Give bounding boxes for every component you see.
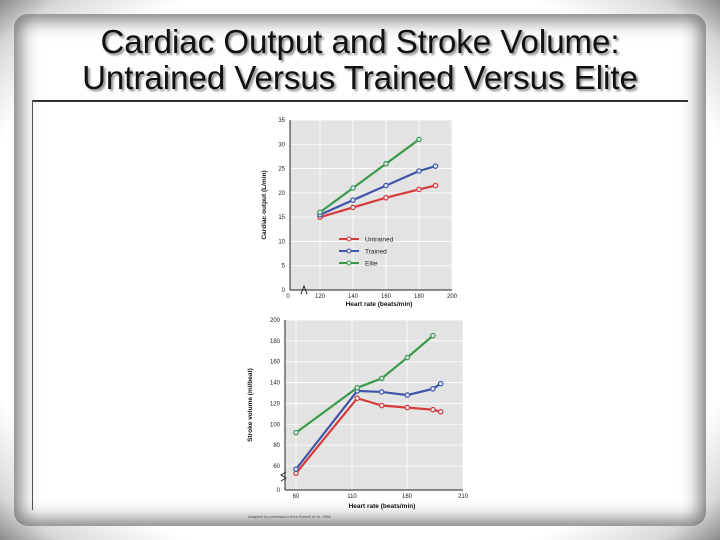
- y-tick-label: 10: [278, 239, 285, 245]
- plot-area: [290, 120, 452, 290]
- data-point-untrained: [432, 182, 439, 189]
- x-tick-label: 210: [458, 494, 469, 500]
- y-tick-label: 60: [273, 464, 280, 470]
- title-line-1: Cardiac Output and Stroke Volume:: [100, 23, 620, 60]
- data-point-elite: [416, 136, 422, 143]
- x-tick-label: 160: [402, 494, 413, 500]
- data-point-untrained: [430, 406, 436, 413]
- data-point-elite: [350, 185, 356, 191]
- series-line-elite: [319, 138, 420, 214]
- y-tick-label: 25: [278, 167, 285, 173]
- y-tick-label: 35: [278, 118, 285, 124]
- legend-marker-untrained: [346, 236, 352, 242]
- data-point-elite: [317, 209, 323, 216]
- data-point-trained: [350, 197, 356, 203]
- y-tick-label: 0: [282, 288, 286, 294]
- data-point-untrained: [378, 402, 385, 409]
- data-point-untrained: [416, 186, 422, 193]
- data-point-untrained: [383, 194, 389, 201]
- data-point-elite: [293, 429, 299, 436]
- data-point-elite: [378, 375, 385, 382]
- data-point-elite: [430, 332, 436, 339]
- data-point-trained: [404, 392, 411, 398]
- data-point-trained: [383, 182, 389, 189]
- data-point-trained: [416, 168, 422, 174]
- x-tick-label: 60: [293, 494, 300, 500]
- data-point-untrained: [350, 204, 356, 211]
- chart-legend: Untrained Trained Elite: [339, 236, 394, 267]
- y-tick-label: 100: [270, 422, 281, 428]
- axis-break-marker: [300, 284, 308, 295]
- y-axis-label: Stroke volume (ml/beat): [247, 368, 254, 442]
- y-tick-label: 140: [270, 381, 281, 387]
- x-axis-label: Heart rate (beats/min): [346, 301, 413, 308]
- data-point-trained: [293, 466, 299, 472]
- x-axis-label: Heart rate (beats/min): [349, 503, 416, 510]
- x-tick-label: 120: [315, 294, 326, 300]
- x-tick-label: 0: [286, 294, 290, 300]
- chart-2: 0 60 80 100 120 140 160 180 200 60 110 160 210 Heart …: [247, 318, 469, 510]
- title-divider: [32, 100, 688, 102]
- legend-label-trained: Trained: [365, 248, 387, 255]
- y-tick-label: 5: [282, 264, 286, 270]
- data-point-trained: [430, 386, 436, 392]
- legend-marker-elite: [346, 260, 352, 266]
- y-tick-label: 160: [270, 360, 281, 366]
- data-point-elite: [354, 384, 361, 391]
- legend-label-untrained: Untrained: [365, 236, 394, 243]
- title-line-2: Untrained Versus Trained Versus Elite: [82, 59, 638, 96]
- y-tick-label: 20: [278, 191, 285, 197]
- legend-marker-trained: [346, 248, 352, 254]
- data-point-trained: [437, 380, 444, 387]
- data-point-untrained: [404, 404, 411, 411]
- chart-1: 0 5 10 15 20 25 30 35 0 120 140 160 180 200 Heart rate…: [261, 118, 458, 308]
- x-tick-label: 110: [347, 494, 357, 500]
- data-point-trained: [432, 163, 439, 169]
- data-point-elite: [404, 354, 411, 361]
- data-point-untrained: [354, 395, 361, 402]
- x-tick-label: 180: [414, 294, 425, 300]
- y-tick-label: 0: [277, 488, 281, 494]
- slide-title: Cardiac Output and Stroke Volume: Untrai…: [20, 24, 700, 96]
- y-tick-label: 180: [270, 339, 281, 345]
- x-tick-label: 200: [447, 294, 458, 300]
- x-tick-label: 140: [348, 294, 359, 300]
- y-tick-label: 15: [278, 215, 285, 221]
- y-axis-label: Cardiac output (L/min): [261, 170, 268, 239]
- plot-area: [285, 320, 463, 490]
- axis-break-marker: [280, 471, 287, 482]
- left-divider: [32, 100, 33, 510]
- y-tick-label: 120: [270, 401, 281, 407]
- y-tick-label: 30: [278, 142, 285, 148]
- y-tick-label: 80: [273, 443, 280, 449]
- data-point-elite: [383, 160, 389, 167]
- data-point-untrained: [437, 408, 444, 415]
- credit-text: Adapted by permission from Rowell et al.…: [248, 514, 331, 519]
- y-tick-label: 200: [270, 318, 281, 324]
- legend-label-elite: Elite: [365, 260, 378, 267]
- x-tick-label: 160: [381, 294, 392, 300]
- data-point-trained: [378, 389, 385, 395]
